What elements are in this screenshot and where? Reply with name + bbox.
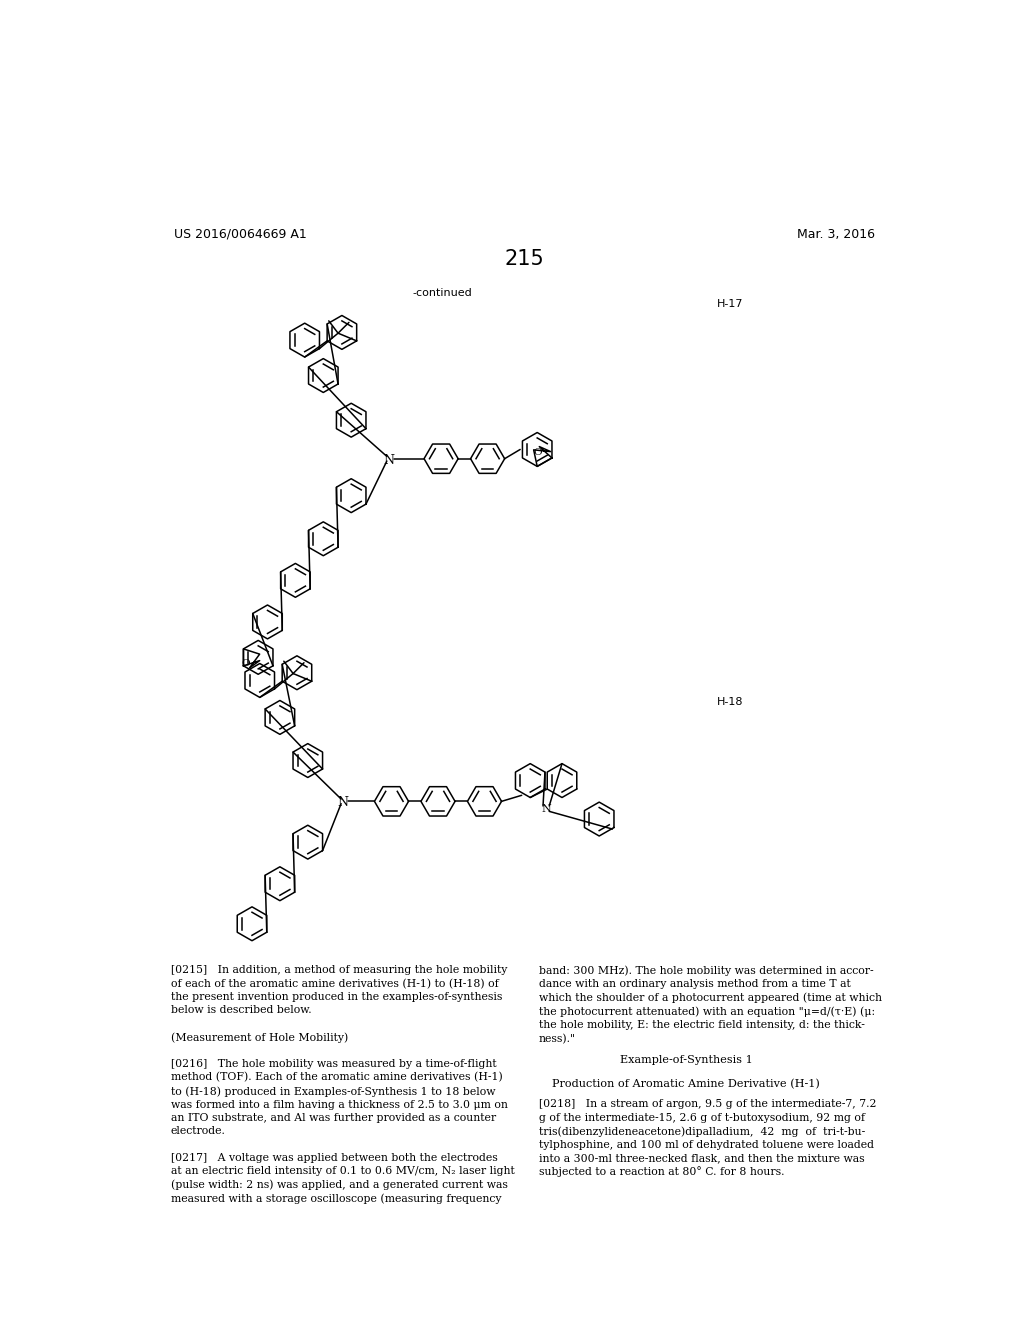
Text: Example-of-Synthesis 1: Example-of-Synthesis 1 [620, 1056, 753, 1065]
Text: [0218]   In a stream of argon, 9.5 g of the intermediate-7, 7.2
g of the interme: [0218] In a stream of argon, 9.5 g of th… [539, 1100, 877, 1177]
Text: H-17: H-17 [717, 300, 743, 309]
Text: H-18: H-18 [717, 697, 743, 708]
Text: N: N [383, 454, 394, 467]
Text: [0215]   In addition, a method of measuring the hole mobility
of each of the aro: [0215] In addition, a method of measurin… [171, 965, 514, 1204]
Text: N: N [542, 804, 551, 814]
Text: Production of Aromatic Amine Derivative (H-1): Production of Aromatic Amine Derivative … [552, 1078, 820, 1089]
Text: N: N [337, 796, 348, 809]
Text: -continued: -continued [412, 288, 472, 298]
Text: 215: 215 [505, 249, 545, 269]
Text: O: O [534, 447, 542, 457]
Text: Mar. 3, 2016: Mar. 3, 2016 [797, 227, 876, 240]
Text: O: O [241, 659, 250, 668]
Text: US 2016/0064669 A1: US 2016/0064669 A1 [174, 227, 307, 240]
Text: band: 300 MHz). The hole mobility was determined in accor-
dance with an ordinar: band: 300 MHz). The hole mobility was de… [539, 965, 882, 1044]
